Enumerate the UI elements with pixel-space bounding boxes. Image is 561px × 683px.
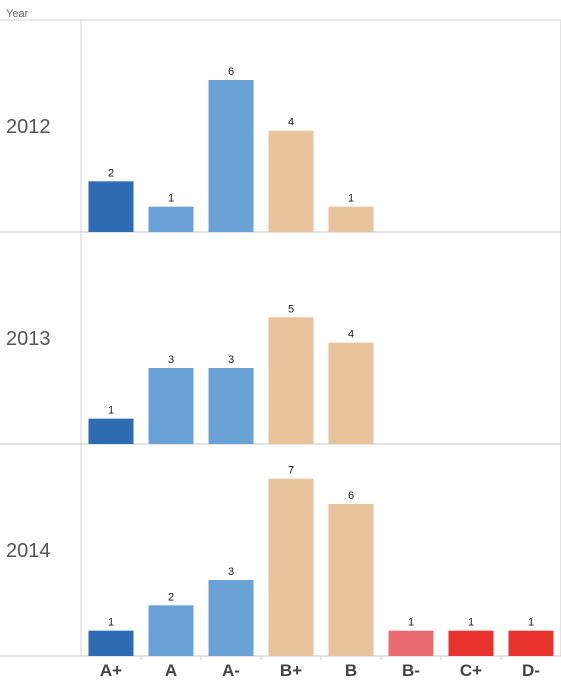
- bar-2014-C+[interactable]: [448, 630, 494, 656]
- data-label: 2: [168, 591, 174, 603]
- x-tick-label: C+: [460, 661, 482, 680]
- bar-2013-A-[interactable]: [208, 368, 254, 444]
- x-tick-label: A: [165, 661, 177, 680]
- x-tick-label: D-: [522, 661, 540, 680]
- x-tick-label: B: [345, 661, 357, 680]
- year-label: 2012: [6, 116, 51, 138]
- bar-2012-B[interactable]: [328, 206, 374, 232]
- row-header-label: Year: [6, 8, 29, 20]
- bar-2014-B+[interactable]: [268, 478, 314, 656]
- data-label: 1: [168, 193, 174, 205]
- bar-2013-A[interactable]: [148, 368, 194, 444]
- x-axis: A+ A A- B+ B B- C+ D-: [100, 656, 540, 680]
- year-label: 2014: [6, 540, 51, 562]
- x-tick-label: A+: [100, 661, 122, 680]
- data-label: 1: [108, 405, 114, 417]
- bar-2013-B+[interactable]: [268, 317, 314, 444]
- data-label: 1: [108, 617, 114, 629]
- data-label: 1: [468, 617, 474, 629]
- x-tick-label: B-: [402, 661, 420, 680]
- data-label: 6: [348, 490, 354, 502]
- data-label: 3: [228, 566, 234, 578]
- bar-2013-B[interactable]: [328, 342, 374, 444]
- panel-2014: 2014 1 2 3 7 6 1 1 1: [0, 465, 561, 657]
- x-tick-label: A-: [222, 661, 240, 680]
- bar-2014-D-[interactable]: [508, 630, 554, 656]
- bar-2014-B-[interactable]: [388, 630, 434, 656]
- bar-2013-A+[interactable]: [88, 418, 134, 444]
- x-tick-label: B+: [280, 661, 302, 680]
- data-label: 6: [228, 66, 234, 78]
- year-label: 2013: [6, 328, 51, 350]
- data-label: 1: [408, 617, 414, 629]
- bar-2014-A+[interactable]: [88, 630, 134, 656]
- data-label: 3: [168, 354, 174, 366]
- data-label: 5: [288, 303, 294, 315]
- data-label: 7: [288, 465, 294, 477]
- data-label: 1: [528, 617, 534, 629]
- data-label: 4: [348, 329, 354, 341]
- data-label: 3: [228, 354, 234, 366]
- bar-2014-B[interactable]: [328, 504, 374, 656]
- bar-2014-A-[interactable]: [208, 580, 254, 656]
- bar-2012-A[interactable]: [148, 206, 194, 232]
- data-label: 2: [108, 167, 114, 179]
- bar-2012-A+[interactable]: [88, 181, 134, 232]
- panel-2013: 2013 1 3 3 5 4: [0, 303, 561, 445]
- data-label: 4: [288, 117, 294, 129]
- bar-2012-B+[interactable]: [268, 130, 314, 232]
- bar-2012-A-[interactable]: [208, 80, 254, 232]
- data-label: 1: [348, 193, 354, 205]
- bar-2014-A[interactable]: [148, 605, 194, 656]
- chart-panels: 2012 2 1 6 4 1 2013 1 3 3 5 4 2014 1 2 3 7 6 1 1 1: [0, 66, 561, 657]
- panel-2012: 2012 2 1 6 4 1: [0, 66, 561, 233]
